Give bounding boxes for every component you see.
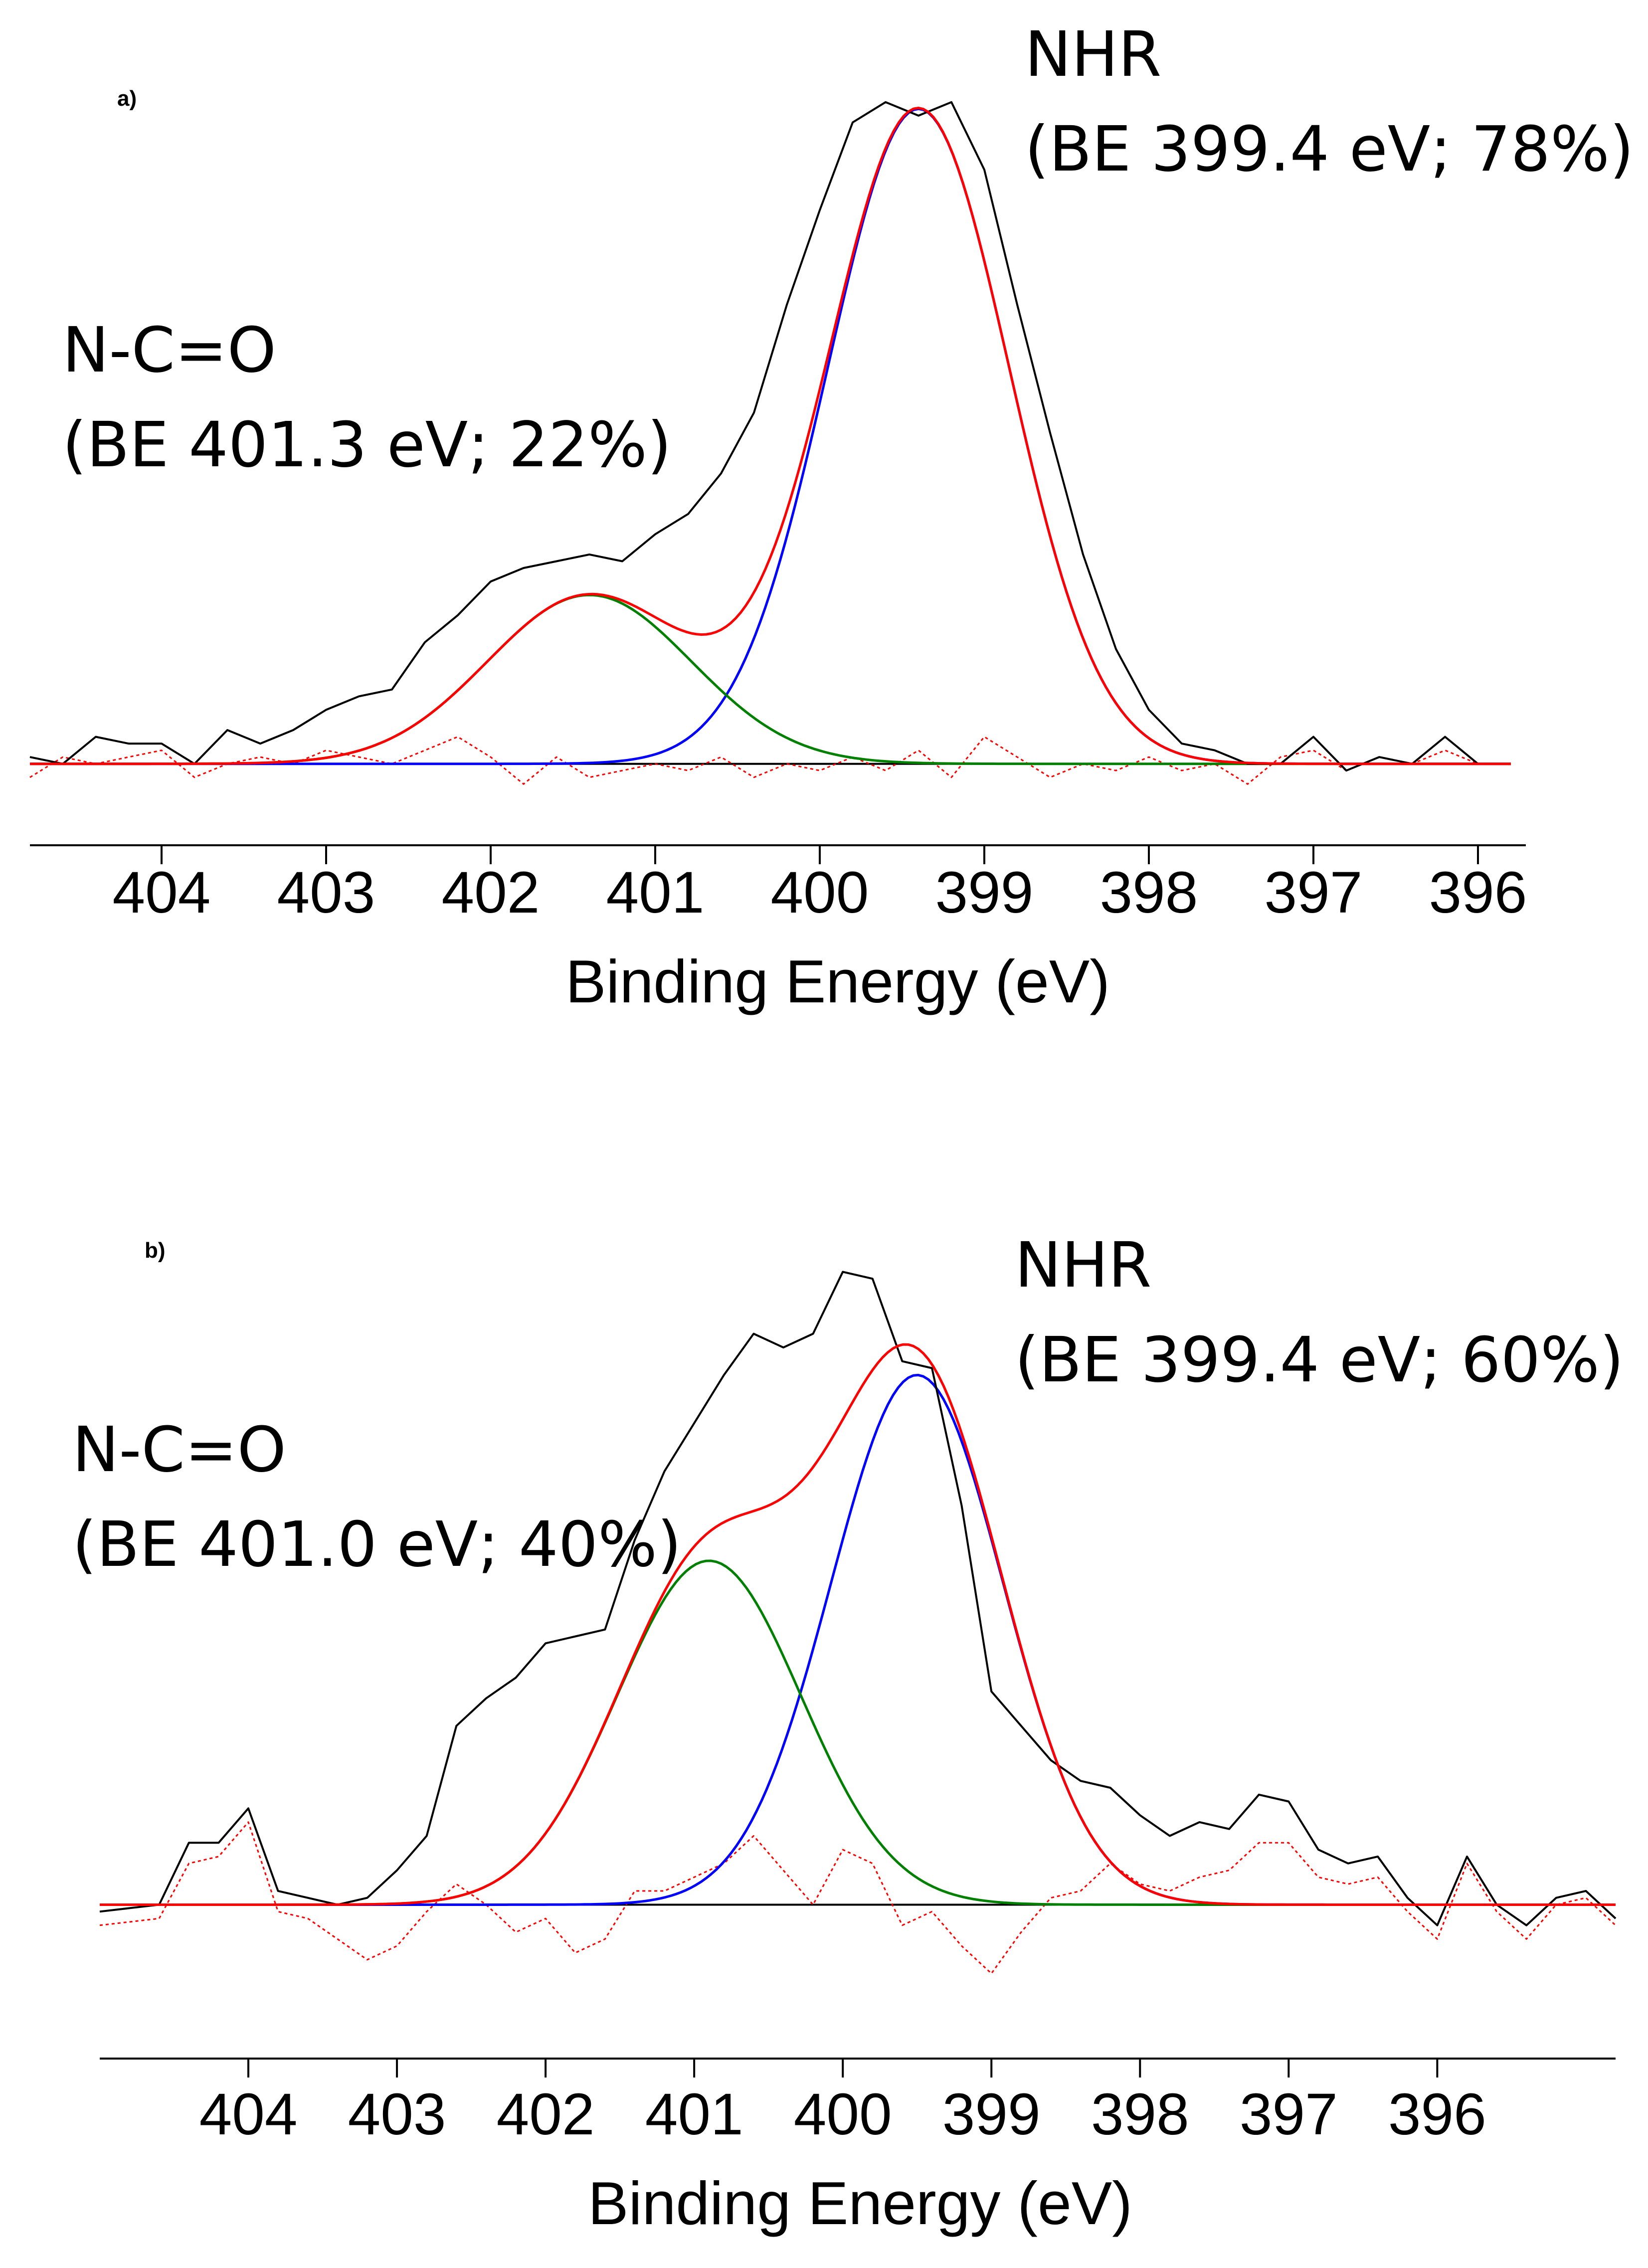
x-ticks: 404 403 402 401 400 399 398 397 396 (199, 2059, 1486, 2147)
x-tick-label: 396 (1429, 860, 1527, 926)
x-tick-label: 404 (113, 860, 211, 926)
residual-curve (29, 736, 1478, 785)
x-tick-label: 399 (935, 860, 1034, 926)
x-tick-label: 402 (442, 860, 540, 926)
x-tick-label: 402 (497, 2081, 595, 2147)
residual-curve (99, 1821, 1617, 1974)
x-tick-label: 400 (771, 860, 869, 926)
component-n-c-o (100, 1559, 1616, 1906)
x-axis-label: Binding Energy (eV) (565, 947, 1110, 1015)
x-tick-label: 398 (1091, 2081, 1189, 2147)
x-tick-label: 398 (1100, 860, 1198, 926)
x-tick-label: 401 (645, 2081, 743, 2147)
panel-b: b) 404 403 402 401 400 399 398 397 396 Binding E… (72, 1229, 1624, 2237)
x-tick-label: 396 (1388, 2081, 1486, 2147)
x-ticks: 404 403 402 401 400 399 398 397 396 (113, 845, 1527, 926)
x-tick-label: 397 (1265, 860, 1363, 926)
x-tick-label: 403 (348, 2081, 446, 2147)
curves (99, 1271, 1617, 1974)
annotation-nco-title: N-C=O (72, 1414, 286, 1486)
component-nhr (100, 1373, 1616, 1906)
annotation-nhr-title: NHR (1015, 1229, 1151, 1302)
fit-envelope (30, 107, 1511, 765)
fit-envelope (100, 1343, 1616, 1906)
x-tick-label: 399 (942, 2081, 1041, 2147)
x-tick-label: 404 (199, 2081, 298, 2147)
annotation-nhr-detail: (BE 399.4 eV; 78%) (1025, 113, 1634, 186)
component-n-c-o (30, 593, 1511, 765)
panel-a: a) 404 403 402 401 400 399 398 397 396 Binding E… (29, 18, 1634, 1015)
panel-label: a) (117, 86, 137, 111)
annotation-nco-title: N-C=O (62, 314, 276, 386)
x-tick-label: 403 (277, 860, 375, 926)
x-tick-label: 401 (606, 860, 705, 926)
curves (29, 101, 1511, 785)
x-axis-label: Binding Energy (eV) (588, 2169, 1132, 2237)
panel-label: b) (145, 1238, 166, 1263)
annotation-nhr-detail: (BE 399.4 eV; 60%) (1015, 1324, 1624, 1396)
measured-spectrum (99, 1271, 1617, 1926)
annotation-nco-detail: (BE 401.3 eV; 22%) (62, 409, 672, 481)
measured-spectrum (29, 101, 1479, 772)
annotation-nco-detail: (BE 401.0 eV; 40%) (72, 1509, 682, 1581)
x-tick-label: 400 (794, 2081, 892, 2147)
x-tick-label: 397 (1240, 2081, 1338, 2147)
annotation-nhr-title: NHR (1025, 18, 1161, 91)
